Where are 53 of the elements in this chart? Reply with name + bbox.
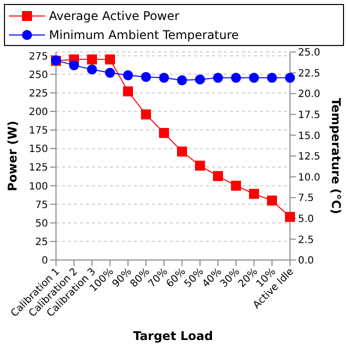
y2-tick-label: 7.5 [298,193,314,204]
point [177,75,187,86]
y-tick-label: 75 [35,200,48,211]
y-tick-label: 275 [28,51,48,62]
y2-tick-label: 5.0 [298,214,314,225]
y-tick-label: 100 [28,181,48,192]
point [285,72,295,83]
point [213,72,223,83]
point [87,64,97,74]
y-tick-label: 150 [28,144,48,156]
point [141,72,151,82]
point [159,72,169,83]
point [141,109,151,120]
point [249,188,259,199]
y2-tick-label: 25.0 [298,48,320,59]
point [231,72,241,83]
point [87,54,97,64]
y-tick-label: 225 [28,88,48,100]
point [123,70,133,80]
y-tick-label: 0 [42,256,48,267]
y2-tick-label: 10.0 [298,172,320,184]
y-tick-label: 200 [28,106,48,118]
point [159,128,169,138]
point [267,72,277,83]
y-axis-title: Power (W) [5,120,20,192]
y2-tick-label: 0.0 [298,256,314,267]
y2-tick-label: 12.5 [298,152,320,163]
x-axis-title: Target Load [133,329,213,343]
y-tick-label: 250 [28,70,48,81]
legend-label: Average Active Power [49,8,180,22]
y2-tick-label: 2.5 [298,234,314,246]
point [123,86,133,96]
y2-tick-label: 17.5 [298,110,320,121]
y-tick-label: 175 [28,126,48,137]
point [69,60,79,70]
y2-tick-label: 15.0 [298,130,320,142]
point [249,72,259,83]
point [195,74,205,84]
point [177,146,187,157]
y2-axis-title: Temperature (°C) [328,98,343,214]
legend-label: Minimum Ambient Temperature [49,28,239,42]
y-tick-label: 25 [35,236,48,248]
point [213,171,223,182]
y-tick-label: 50 [35,218,48,230]
y2-tick-label: 22.5 [298,68,320,80]
y2-tick-label: 20.0 [298,89,320,100]
point [105,54,115,64]
point [267,196,277,206]
point [105,68,115,78]
point [195,160,205,171]
y-tick-label: 125 [28,162,48,174]
point [231,180,241,191]
point [285,212,295,222]
